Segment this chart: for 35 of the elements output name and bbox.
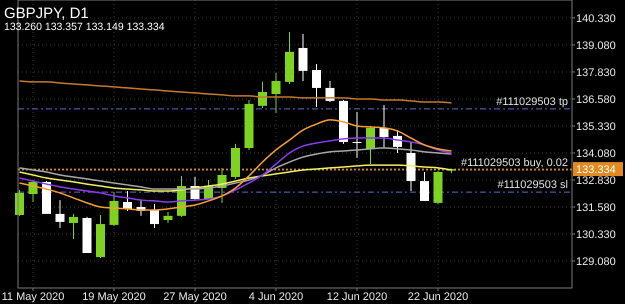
y-tick-label: 137.830 [576, 66, 616, 79]
candlestick [352, 111, 362, 158]
candlestick [110, 191, 118, 226]
candlestick [56, 200, 64, 228]
x-tick-label: 11 May 2020 [2, 291, 64, 303]
x-tick-label: 19 May 2020 [82, 291, 146, 303]
candlestick [298, 33, 308, 82]
chart-title: GBPJPY, D1 [4, 5, 89, 22]
y-tick-label: 131.580 [576, 202, 616, 214]
ref-line-label: #111029503 tp [496, 96, 568, 108]
y-tick-label: 140.330 [576, 12, 616, 25]
text: 133.260 133.357 133.149 133.334 [4, 21, 165, 33]
candlestick [164, 211, 172, 224]
y-tick-label: 132.830 [576, 174, 616, 187]
y-tick-label: 129.080 [576, 256, 616, 268]
candlestick [420, 171, 429, 202]
ref-line-label: #111029503 buy, 0.02 [460, 157, 568, 170]
candlestick [150, 203, 159, 228]
candlestick [380, 104, 388, 148]
y-tick-label: 135.330 [576, 120, 616, 133]
y-tick-label: 134.080 [576, 148, 616, 160]
candlestick [69, 213, 78, 240]
x-tick-label: 22 Jun 2020 [408, 291, 468, 303]
candlestick [123, 190, 132, 212]
y-tick-label: 136.580 [576, 94, 616, 106]
ref-line-label: #111029503 sl [497, 179, 568, 192]
ref-line-label: 133.334 [576, 164, 616, 176]
candlestick [272, 72, 280, 114]
x-tick-label: 12 Jun 2020 [326, 291, 388, 303]
y-tick-label: 139.080 [576, 40, 616, 52]
x-tick-label: 4 Jun 2020 [248, 291, 304, 303]
candlestick [258, 81, 267, 109]
y-tick-label: 130.330 [576, 228, 616, 241]
candlestick [312, 63, 321, 108]
x-tick-label: 27 May 2020 [163, 291, 227, 303]
